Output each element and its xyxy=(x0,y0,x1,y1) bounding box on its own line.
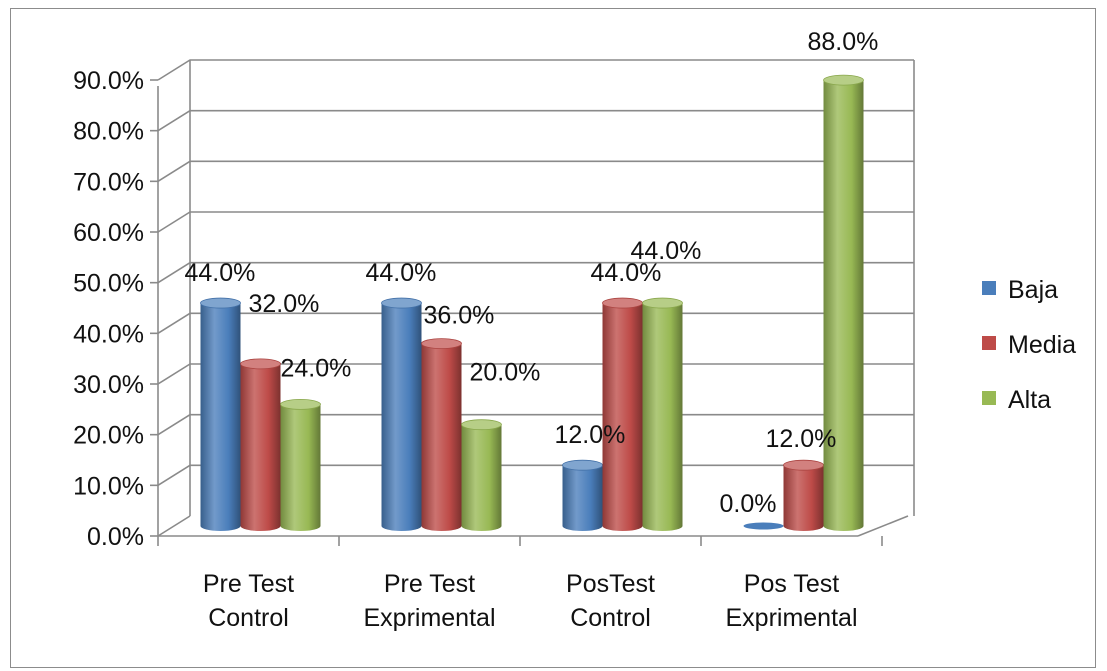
bar-baja-pos-test-exprimental xyxy=(743,522,784,530)
legend-swatch-media xyxy=(982,336,996,350)
x-category-label: Pre Test Control xyxy=(203,570,294,632)
bar-alta-pre-test-exprimental xyxy=(461,424,502,531)
gridline-80-0 xyxy=(157,109,914,132)
bar-media-pos-test-exprimental xyxy=(783,465,824,531)
data-label-media: 44.0% xyxy=(591,259,662,287)
data-label-media: 12.0% xyxy=(766,425,837,453)
bar-top-alta xyxy=(461,419,502,431)
bar-media-pre-test-exprimental xyxy=(421,343,462,531)
data-label-media: 36.0% xyxy=(424,302,495,330)
gridline-50-0 xyxy=(157,261,914,284)
legend-label-media: Media xyxy=(1008,331,1076,359)
gridline-60-0 xyxy=(157,211,914,233)
gridline-90-0 xyxy=(157,59,914,81)
bars xyxy=(200,74,864,531)
y-tick-label: 60.0% xyxy=(73,219,144,247)
data-label-baja: 12.0% xyxy=(555,421,626,449)
legend-swatch-alta xyxy=(982,391,996,405)
y-tick-label: 30.0% xyxy=(73,371,144,399)
bar-top-media xyxy=(602,297,643,309)
bar-media-postest-control xyxy=(602,303,643,531)
data-label-baja: 44.0% xyxy=(185,259,256,287)
bar-top-baja xyxy=(200,297,241,309)
bar-baja-pre-test-control xyxy=(200,303,241,531)
bar-media-pre-test-control xyxy=(240,363,281,531)
bar-top-alta xyxy=(280,398,321,410)
legend-label-alta: Alta xyxy=(1008,386,1051,414)
bar-top-alta xyxy=(642,297,683,309)
x-category-label: PosTest Control xyxy=(566,570,655,632)
bar-alta-pos-test-exprimental xyxy=(823,80,864,531)
x-category-label: Pre Test Exprimental xyxy=(364,570,496,632)
chart-frame xyxy=(10,8,1096,668)
bar-alta-postest-control xyxy=(642,303,683,531)
data-label-alta: 24.0% xyxy=(281,354,352,382)
y-tick-label: 70.0% xyxy=(73,168,144,196)
data-label-alta: 88.0% xyxy=(808,28,879,56)
left-wall-base xyxy=(157,515,191,537)
data-labels: 44.0% 44.0%12.0%0.0%32.0% 36.0%44.0%12.0%2… xyxy=(185,28,879,518)
y-tick-label: 40.0% xyxy=(73,320,144,348)
bar-top-baja xyxy=(381,297,422,309)
bar-alta-pre-test-control xyxy=(280,404,321,531)
bar-top-baja xyxy=(562,459,603,471)
gridline-70-0 xyxy=(157,160,914,183)
data-label-baja: 0.0% xyxy=(720,490,777,518)
y-tick-label: 10.0% xyxy=(73,472,144,500)
bar-top-media xyxy=(240,358,281,370)
legend-label-baja: Baja xyxy=(1008,276,1058,304)
data-label-baja: 44.0% xyxy=(366,259,437,287)
bar-top-alta xyxy=(823,74,864,86)
x-category-label: Pos Test Exprimental xyxy=(726,570,858,632)
y-tick-label: 50.0% xyxy=(73,270,144,298)
y-tick-label: 90.0% xyxy=(73,67,144,95)
legend: Baja Media Alta xyxy=(982,276,1076,414)
bar-top-media xyxy=(421,338,462,350)
bar-baja-postest-control xyxy=(562,465,603,531)
y-axis: 0.0% 10.0% 20.0% 30.0% 40.0% 50.0% 60.0% 70.0% 8… xyxy=(73,67,158,551)
y-tick-label: 0.0% xyxy=(87,523,144,551)
floor-right-edge xyxy=(857,515,909,537)
bar-top-media xyxy=(783,459,824,471)
data-label-alta: 44.0% xyxy=(631,237,702,265)
y-tick-label: 80.0% xyxy=(73,118,144,146)
data-label-alta: 20.0% xyxy=(470,359,541,387)
bar-baja-pre-test-exprimental xyxy=(381,303,422,531)
data-label-media: 32.0% xyxy=(249,290,320,318)
legend-swatch-baja xyxy=(982,281,996,295)
x-axis: Pre Test Control Pre Test Exprimental PosTes… xyxy=(157,536,883,632)
chart-walls xyxy=(157,60,909,537)
y-tick-label: 20.0% xyxy=(73,422,144,450)
